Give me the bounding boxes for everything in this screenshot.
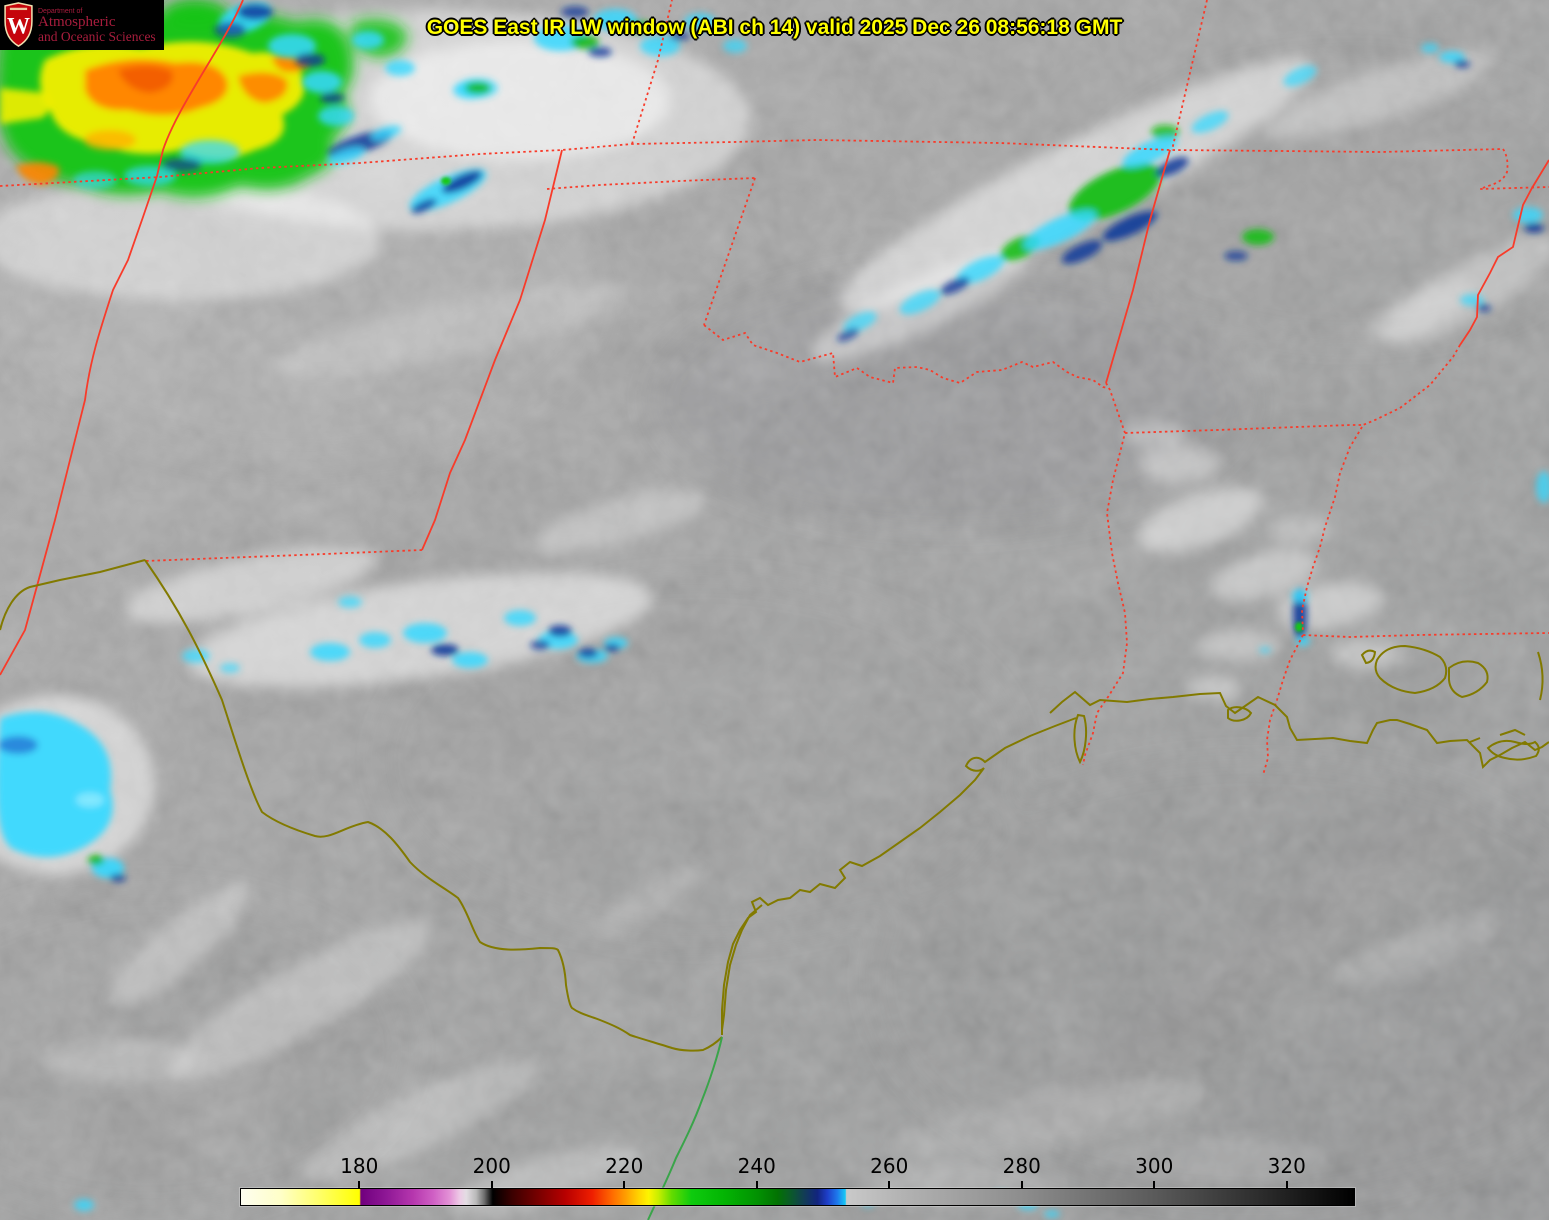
- logo-line-oceanic: and Oceanic Sciences: [38, 29, 156, 45]
- uw-crest-icon: W: [4, 2, 33, 47]
- chandeleur-islands-arc: [1537, 651, 1544, 701]
- lake-borgne: [1448, 660, 1489, 699]
- logo-line-atmospheric: Atmospheric: [38, 14, 116, 31]
- mississippi-green-dot: [1295, 622, 1303, 632]
- state-borders-layer: [0, 0, 1549, 776]
- rio-grande-border: [144, 559, 723, 1052]
- uw-aos-logo: W Department of Atmospheric and Oceanic …: [0, 0, 164, 50]
- cyan-cloud-layer: [0, 294, 1549, 1218]
- delta-marsh: [1486, 739, 1540, 761]
- northeast-streak-layer: [836, 43, 1544, 342]
- lake-maurepas: [1360, 649, 1377, 665]
- svg-text:W: W: [7, 14, 30, 39]
- lakes-layer: [1360, 644, 1544, 761]
- logo-dept-line: Department of: [38, 7, 83, 15]
- coastline-layer: [0, 559, 1549, 1052]
- gulf-coastline: [721, 690, 1549, 1035]
- lake-pontchartrain: [1374, 644, 1448, 695]
- image-title: GOES East IR LW window (ABI ch 14) valid…: [426, 16, 1123, 39]
- enhanced-storm-layer: [0, 0, 747, 214]
